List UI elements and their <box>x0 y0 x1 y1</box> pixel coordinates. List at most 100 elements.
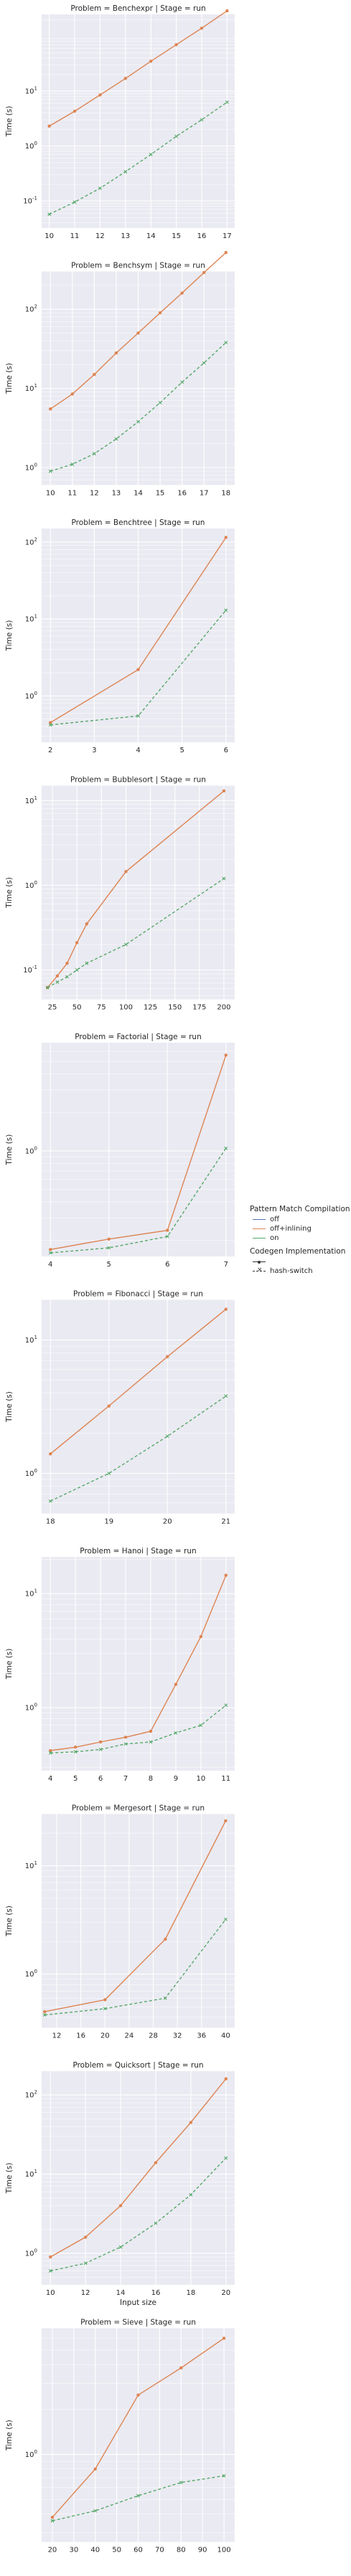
data-point <box>73 1750 78 1754</box>
y-axis-label: Time (s) <box>5 1649 14 1680</box>
series-on <box>48 2156 228 2273</box>
plot-area <box>42 1299 235 1514</box>
legend-item-style-default <box>253 1257 350 1266</box>
series-line <box>50 1309 227 1454</box>
data-point <box>98 186 102 190</box>
data-point <box>49 1748 52 1753</box>
y-axis-label: Time (s) <box>5 106 14 138</box>
data-point <box>55 974 60 978</box>
data-point <box>114 437 118 441</box>
data-point <box>48 1499 52 1503</box>
series-on <box>47 100 229 217</box>
data-point <box>149 1740 153 1744</box>
series-on <box>50 2473 226 2523</box>
x-tick-label: 100 <box>217 2547 231 2554</box>
data-point <box>75 941 79 944</box>
minor-grid <box>42 1559 235 1768</box>
data-point <box>224 250 228 255</box>
data-point <box>224 2077 228 2080</box>
data-point <box>65 961 69 965</box>
data-point <box>179 2366 183 2369</box>
x-tick-label: 200 <box>217 1004 230 1012</box>
legend-style-title: Codegen Implementation <box>250 1247 346 1256</box>
data-point <box>83 2235 88 2239</box>
x-tick-label: 18 <box>221 490 230 498</box>
data-point <box>166 1228 169 1232</box>
y-tick-label: 100 <box>25 141 37 151</box>
data-point <box>136 2494 140 2498</box>
data-point <box>224 341 228 344</box>
x-tick-label: 12 <box>81 2289 90 2297</box>
legend-item-off-inlining: off+inlining <box>253 1224 350 1233</box>
facet-title: Problem = Bubblesort | Stage = run <box>70 776 206 785</box>
data-point <box>224 608 228 612</box>
data-point <box>224 536 228 539</box>
y-tick-label: 100 <box>25 1969 37 1979</box>
x-tick-label: 5 <box>73 1775 78 1783</box>
data-point <box>149 153 153 156</box>
y-tick-label: 101 <box>25 795 37 805</box>
legend: Pattern Match Compilation off off+inlini… <box>250 1205 350 1276</box>
legend-label-on: on <box>270 1234 279 1242</box>
x-tick-label: 19 <box>104 1518 113 1526</box>
x-tick-label: 6 <box>98 1775 103 1783</box>
x-tick-label: 80 <box>177 2547 186 2554</box>
data-point <box>149 1729 153 1733</box>
x-tick-label: 24 <box>125 2032 134 2040</box>
x-tick-label: 17 <box>200 490 209 498</box>
data-point <box>42 2013 47 2017</box>
y-tick-label: 100 <box>25 880 37 890</box>
x-tick-label: 8 <box>149 1775 153 1783</box>
data-point <box>85 961 89 965</box>
legend-label-off-inlining: off+inlining <box>270 1225 312 1233</box>
x-tick-label: 2 <box>48 747 52 754</box>
x-tick-label: 50 <box>112 2547 121 2554</box>
legend-label-off: off <box>270 1216 280 1223</box>
data-point <box>123 170 128 174</box>
legend-item-hash-switch: × hash-switch <box>253 1266 350 1276</box>
x-tick-label: 10 <box>46 490 55 498</box>
data-point <box>200 118 204 122</box>
data-point <box>107 1404 111 1408</box>
data-point <box>202 270 206 275</box>
data-point <box>222 789 226 793</box>
data-point <box>49 1452 52 1456</box>
facet-title: Problem = Benchsym | Stage = run <box>71 262 205 270</box>
y-tick-label: 100 <box>25 691 37 701</box>
facet-4: 100 4 5 6 7 Problem = Factorial | Stage = run… <box>5 1033 235 1269</box>
data-point <box>114 351 118 355</box>
data-point <box>158 401 162 404</box>
data-point <box>158 311 162 315</box>
data-point <box>136 668 140 671</box>
x-tick-label: 10 <box>196 1775 205 1783</box>
facet-7: 100 101 12 16 20 24 28 32 36 40 Problem = Mergesor… <box>5 1804 235 2040</box>
facet-title: Problem = Hanoi | Stage = run <box>80 1547 196 1555</box>
series-off-inlining <box>49 1573 228 1753</box>
data-point <box>72 109 77 113</box>
facet-title: Problem = Factorial | Stage = run <box>75 1033 201 1041</box>
facet-5: 100 101 18 19 20 21 Problem = Fibonacci | Stag… <box>5 1290 235 1526</box>
series-line <box>45 1820 227 2012</box>
data-point <box>189 2121 193 2124</box>
data-point <box>50 2515 55 2519</box>
data-point <box>92 452 96 455</box>
y-axis-label: Time (s) <box>5 1135 14 1166</box>
x-tick-label: 5 <box>179 747 184 754</box>
data-point <box>98 1748 103 1751</box>
y-tick-label: 101 <box>25 86 37 96</box>
data-point <box>174 1682 178 1686</box>
x-tick-label: 150 <box>168 1004 182 1012</box>
data-point <box>55 980 60 984</box>
data-point <box>98 1740 103 1744</box>
data-point <box>49 1248 52 1251</box>
series-on <box>42 1917 228 2017</box>
x-tick-label: 75 <box>97 1004 106 1012</box>
data-point <box>103 2007 107 2011</box>
x-axis-label: Input size <box>120 2298 156 2307</box>
data-point <box>50 2519 55 2523</box>
data-point <box>154 2161 158 2164</box>
facet-title: Problem = Benchtree | Stage = run <box>72 518 205 527</box>
legend-item-on: on <box>253 1233 350 1243</box>
minor-grid <box>42 1345 235 1504</box>
y-tick-label: 101 <box>25 2169 37 2179</box>
